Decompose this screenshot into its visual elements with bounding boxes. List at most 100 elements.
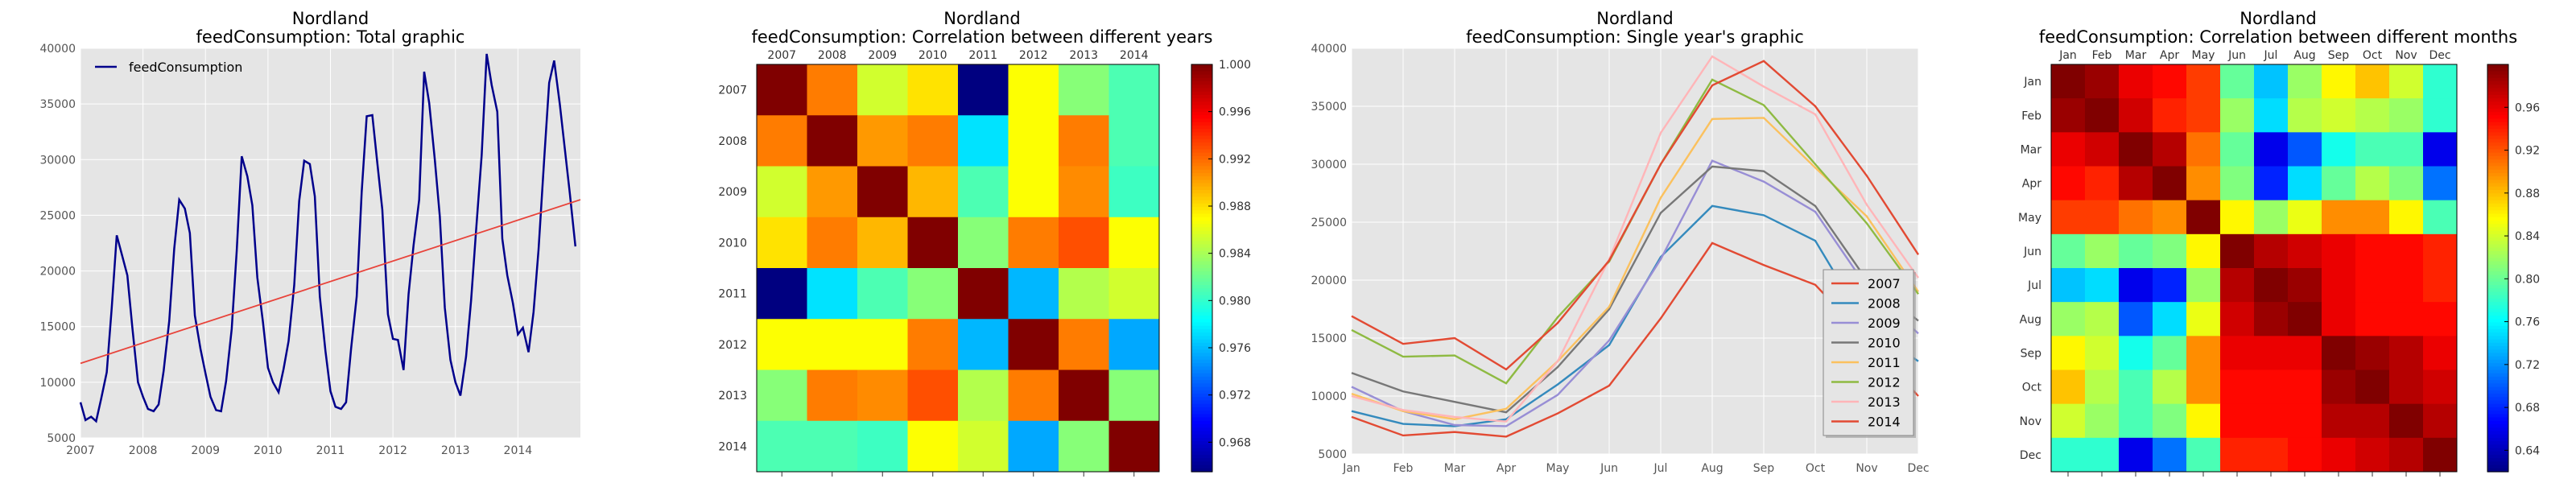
heatmap-cell [2322, 268, 2356, 303]
heatmap-cell [1008, 115, 1059, 167]
colorbar-segment [2487, 444, 2508, 449]
row-label: Jul [2027, 279, 2041, 292]
heatmap-cell [1008, 319, 1059, 370]
x-tick-label: Sep [1753, 462, 1775, 475]
colorbar-segment [2487, 146, 2508, 151]
heatmap-cell [2254, 233, 2289, 269]
colorbar-tick-label: 0.80 [2515, 273, 2540, 286]
heatmap-cell [2389, 233, 2424, 269]
heatmap-cell [1059, 115, 1109, 167]
colorbar-tick-label: 0.988 [1219, 200, 1251, 213]
heatmap-cell [2186, 233, 2221, 269]
colorbar-segment [2487, 155, 2508, 160]
colorbar-tick-label: 0.72 [2515, 359, 2540, 372]
colorbar-segment [1191, 275, 1212, 279]
colorbar-segment [1191, 163, 1212, 167]
colorbar-segment [1191, 322, 1212, 327]
colorbar-segment [1191, 278, 1212, 283]
heatmap-cell [2389, 369, 2424, 405]
colorbar-segment [1191, 291, 1212, 296]
x-tick-label: Apr [1496, 462, 1516, 475]
heatmap-cell [807, 319, 858, 370]
colorbar-segment [2487, 122, 2508, 126]
y-tick-label: 15000 [39, 321, 76, 334]
heatmap-cell [2355, 166, 2390, 201]
colorbar-segment [2487, 288, 2508, 293]
series-line-2010 [1351, 165, 1919, 414]
heatmap-cell [2254, 336, 2289, 370]
colorbar-segment [1191, 295, 1212, 299]
heatmap-cell [2220, 302, 2255, 336]
heatmap-cell [1108, 64, 1160, 116]
heatmap-cell [2220, 268, 2255, 303]
heatmap-cell [907, 369, 959, 422]
y-tick-label: 5000 [47, 432, 76, 445]
colorbar-segment [1191, 316, 1212, 320]
heatmap-cell [907, 64, 959, 116]
heatmap-cell [958, 319, 1009, 370]
colorbar-segment [2487, 295, 2508, 299]
x-tick-label: May [1546, 462, 1570, 475]
colorbar-segment [1191, 363, 1212, 367]
colorbar-segment [1191, 264, 1212, 269]
heatmap-cell [2119, 302, 2153, 336]
x-tick-label: 2009 [191, 444, 220, 457]
colorbar-segment [1191, 366, 1212, 371]
heatmap-cell [2085, 302, 2120, 336]
heatmap-cell [2186, 268, 2221, 303]
colorbar-segment [1191, 217, 1212, 221]
heatmap-cell [1008, 369, 1059, 422]
heatmap-cell [2423, 336, 2458, 370]
colorbar-segment [2487, 91, 2508, 96]
legend-label: feedConsumption [129, 60, 242, 75]
colorbar-segment [2487, 132, 2508, 137]
colorbar-segment [1191, 468, 1212, 473]
heatmap-cell [857, 369, 908, 422]
colorbar-segment [1191, 254, 1212, 258]
colorbar-segment [2487, 138, 2508, 143]
heatmap-cell [807, 369, 858, 422]
heatmap-cell [958, 115, 1009, 167]
colorbar-segment [2487, 101, 2508, 106]
row-label: Nov [2020, 415, 2041, 428]
colorbar-segment [2487, 332, 2508, 336]
row-label: Feb [2021, 109, 2041, 122]
x-tick-label: Feb [1393, 462, 1414, 475]
heatmap-cell [2288, 437, 2322, 473]
colorbar-segment [2487, 336, 2508, 341]
heatmap-cell [958, 166, 1009, 218]
colorbar-segment [2487, 349, 2508, 354]
colorbar-segment [1191, 434, 1212, 439]
colorbar-segment [1191, 281, 1212, 286]
colorbar-segment [2487, 258, 2508, 262]
heatmap-cell [2389, 64, 2424, 99]
col-label: 2008 [818, 49, 847, 62]
colorbar-segment [1191, 312, 1212, 316]
colorbar-segment [1191, 108, 1212, 113]
colorbar-segment [2487, 369, 2508, 374]
colorbar-segment [1191, 190, 1212, 194]
col-label: Sep [2328, 49, 2350, 62]
colorbar-segment [1191, 464, 1212, 469]
heatmap-cell [857, 217, 908, 269]
heatmap-cell [1008, 268, 1059, 320]
colorbar-segment [2487, 431, 2508, 436]
heatmap-cell [2288, 132, 2322, 167]
colorbar-segment [2487, 454, 2508, 459]
series-line-2013 [1351, 55, 1919, 423]
heatmap-cell [1108, 369, 1160, 422]
colorbar-segment [1191, 186, 1212, 191]
colorbar-segment [2487, 77, 2508, 82]
heatmap-cell [1108, 420, 1160, 473]
heatmap-cell [2254, 437, 2289, 473]
chart-subtitle: feedConsumption: Correlation between dif… [2039, 27, 2517, 47]
colorbar-segment [2487, 411, 2508, 415]
colorbar-segment [1191, 383, 1212, 388]
colorbar-segment [2487, 345, 2508, 350]
colorbar-segment [2487, 275, 2508, 279]
colorbar-segment [2487, 169, 2508, 174]
colorbar-segment [2487, 423, 2508, 428]
colorbar-segment [2487, 448, 2508, 452]
colorbar-segment [1191, 417, 1212, 422]
colorbar-segment [1191, 172, 1212, 177]
